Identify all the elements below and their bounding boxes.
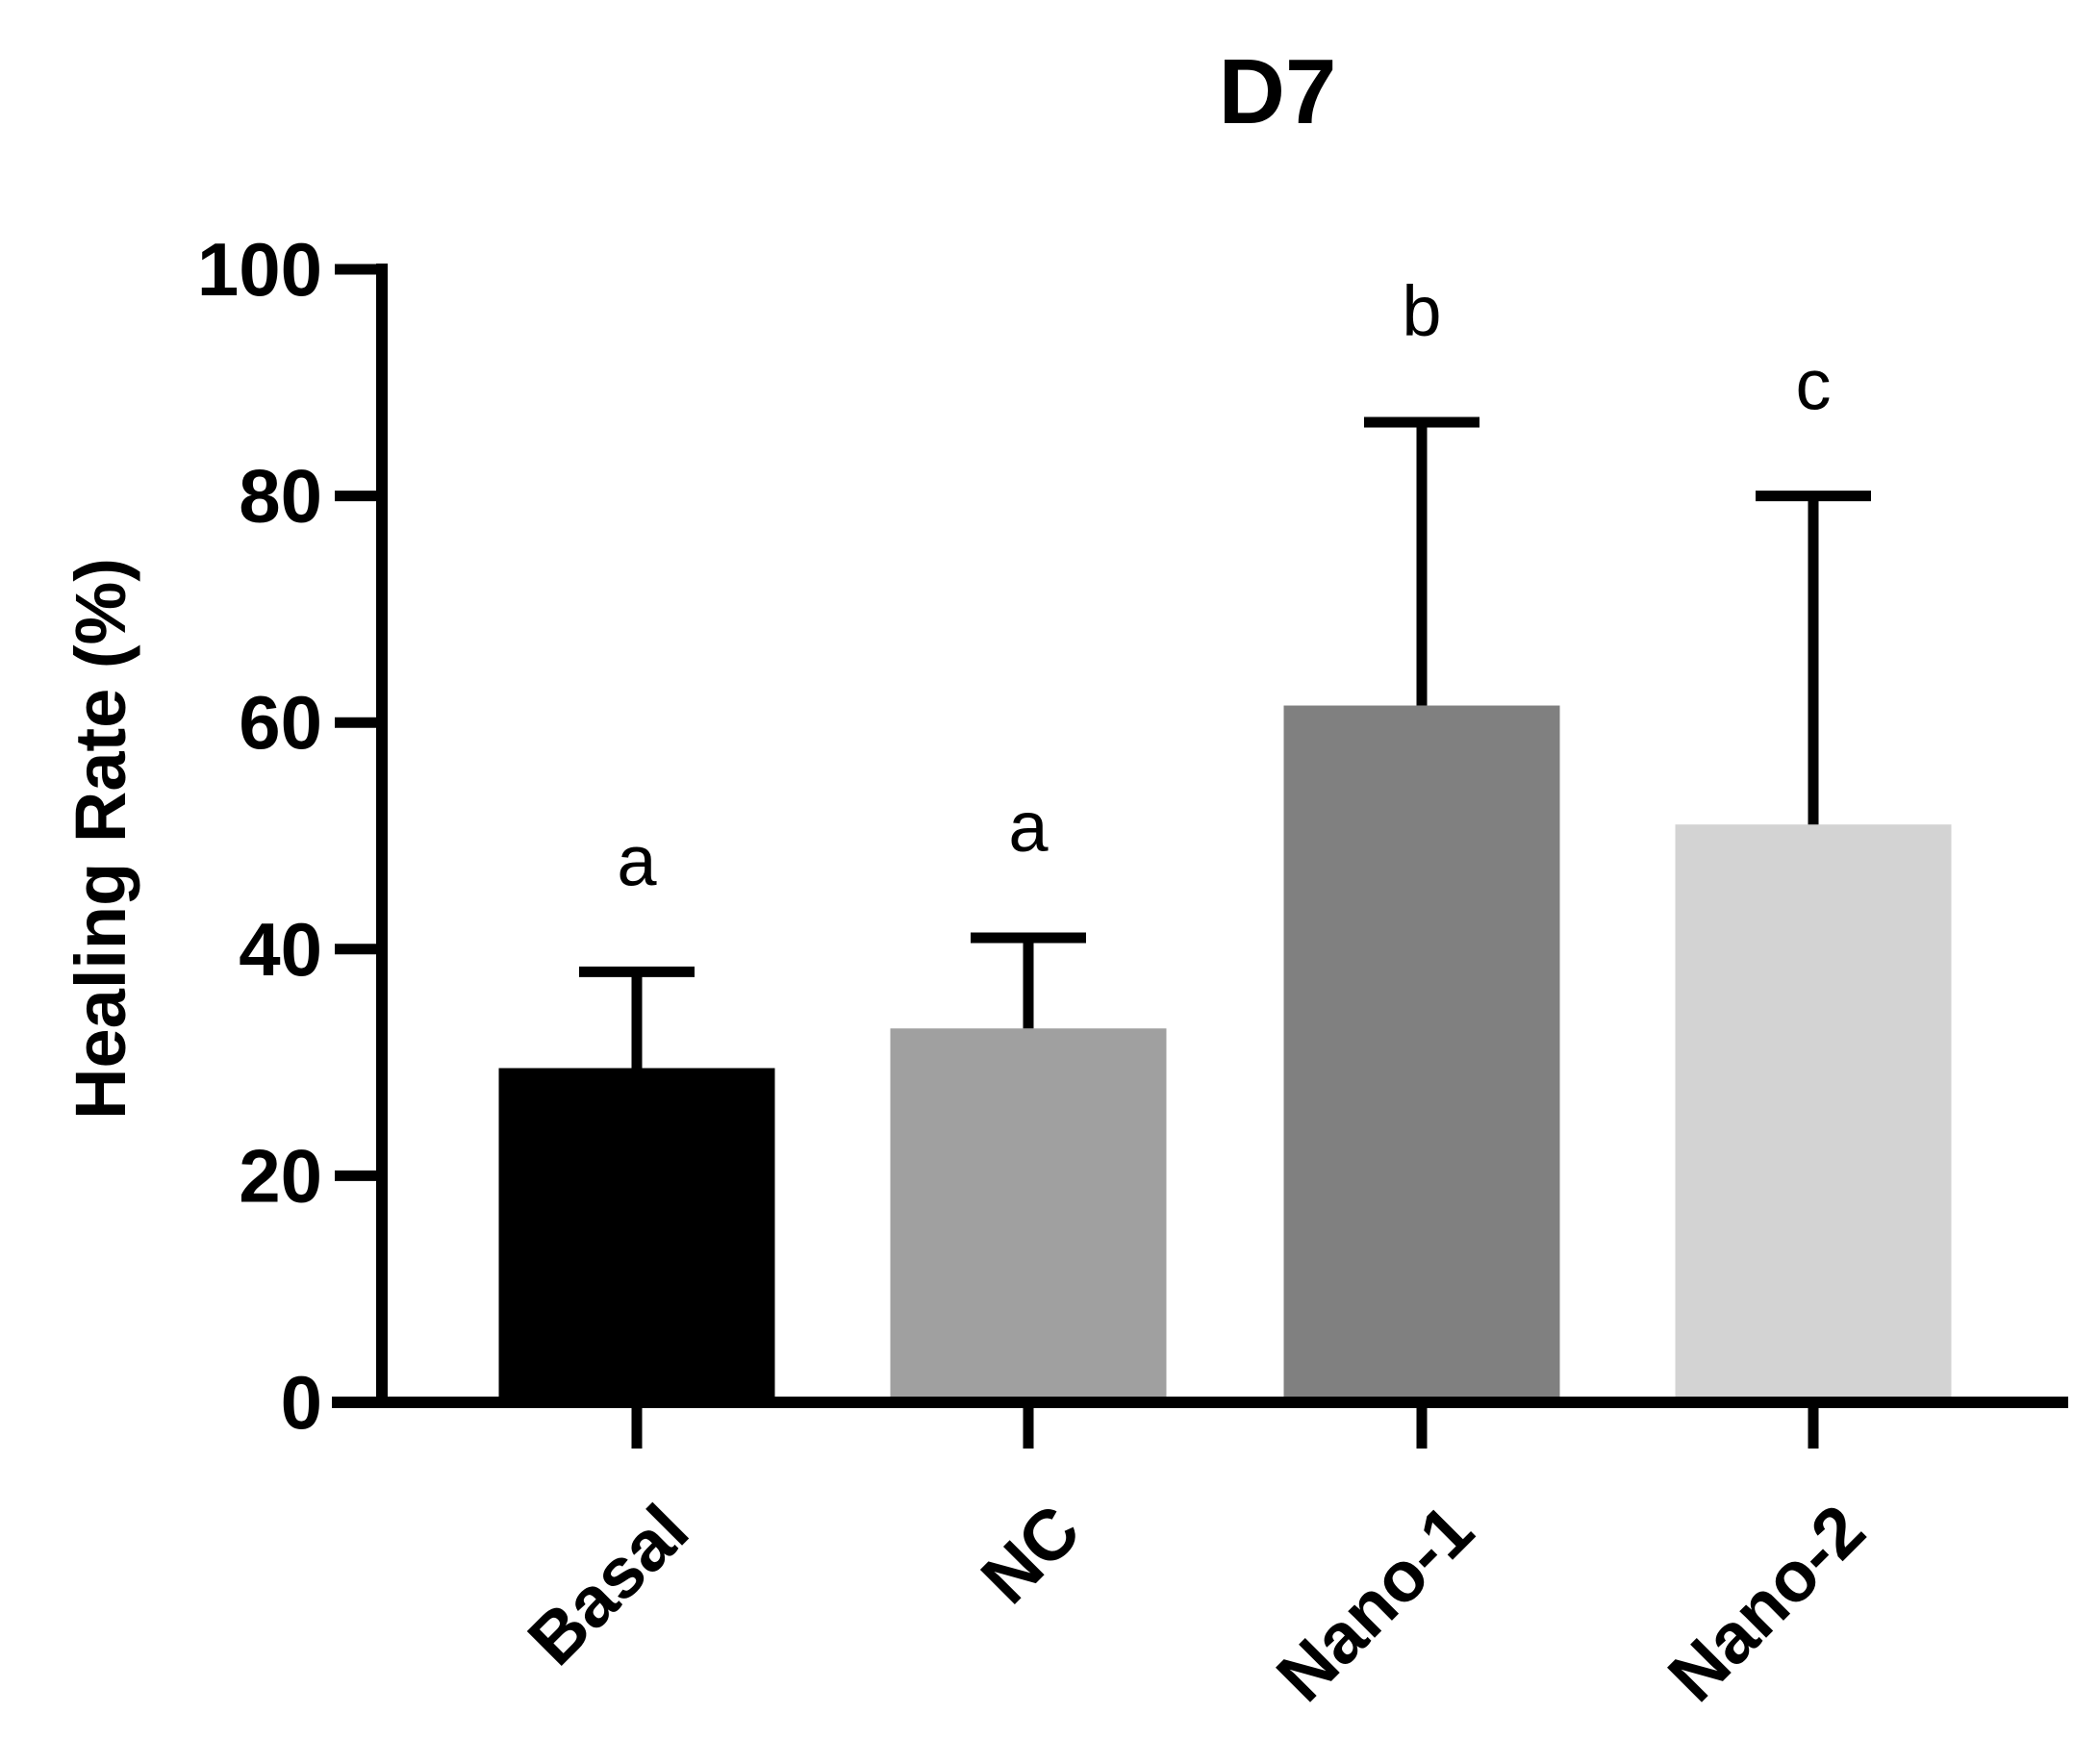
error-bars-group — [579, 416, 1871, 1069]
significance-label-nano-2: c — [1796, 345, 1832, 425]
x-tick-label-nano-2: Nano-2 — [1653, 1490, 1880, 1717]
bar-nano-2 — [1675, 824, 1952, 1402]
significance-label-nc: a — [1008, 787, 1049, 867]
bar-nano-1 — [1283, 705, 1560, 1402]
bars-group — [498, 705, 1952, 1402]
x-tick-label-basal: Basal — [513, 1490, 703, 1680]
y-tick-label-0: 0 — [281, 1360, 322, 1445]
y-tick-label-80: 80 — [239, 454, 322, 539]
bar-nc — [890, 1028, 1167, 1402]
y-tick-label-60: 60 — [239, 680, 322, 765]
y-tick-label-40: 40 — [239, 907, 322, 992]
significance-label-nano-1: b — [1402, 271, 1441, 351]
y-axis-label: Healing Rate (%) — [61, 558, 140, 1120]
y-tick-label-100: 100 — [197, 227, 322, 312]
significance-label-basal: a — [617, 820, 657, 900]
y-tick-label-20: 20 — [239, 1133, 322, 1218]
x-tick-label-nano-1: Nano-1 — [1261, 1490, 1488, 1717]
significance-labels-group: a a b c — [617, 271, 1831, 900]
chart-title: D7 — [1219, 40, 1337, 143]
x-tick-label-nc: NC — [966, 1490, 1095, 1619]
bar-basal — [498, 1068, 775, 1402]
